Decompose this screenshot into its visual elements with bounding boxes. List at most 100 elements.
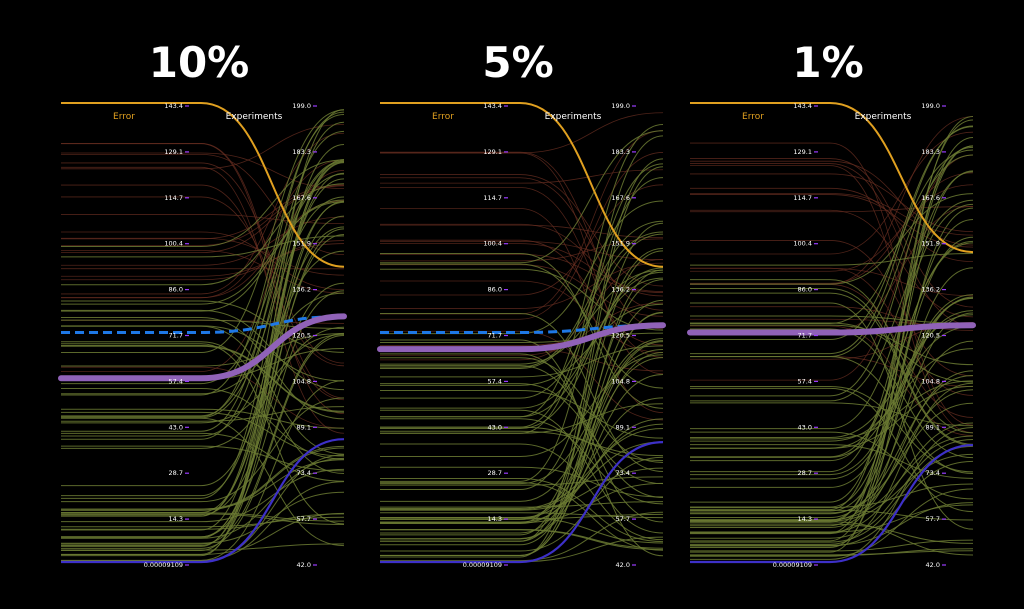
background-line [61,214,345,224]
experiment-line [61,113,345,396]
error-max-line [61,102,345,268]
experiment-line [690,119,974,511]
experiment-line [380,124,664,418]
experiment-line [61,468,345,523]
experiment-line [690,203,974,430]
background-line [61,184,345,240]
experiment-line [380,482,664,551]
experiment-line [690,550,974,556]
experiments-axis-label: Experiments [855,112,912,122]
experiment-line [61,228,345,551]
experiment-line [380,339,664,557]
error-tick-label: 28.7 [169,469,183,477]
experiment-line [380,501,664,508]
experiment-line [380,252,664,409]
experiments-tick-label: 151.9 [292,240,311,248]
error-tick-label: 86.0 [798,286,812,294]
experiment-line [690,115,974,534]
experiment-line [690,488,974,557]
error-tick-label: 100.4 [793,240,812,248]
error-tick-label: 57.4 [488,377,502,385]
error-tick-label: 114.7 [793,194,812,202]
experiment-line [690,302,974,530]
highlight-thick-line [58,313,347,382]
experiment-line [380,482,664,524]
error-axis-label: Error [742,112,764,122]
experiment-line [690,236,974,508]
background-line [380,177,664,311]
experiment-line [61,348,345,381]
experiment-line [690,356,974,475]
error-tick-label: 71.7 [169,332,183,340]
error-tick-label: 129.1 [793,148,812,156]
error-tick-label: 100.4 [164,240,183,248]
experiments-tick-label: 199.0 [292,102,311,110]
experiments-tick-label: 167.6 [921,194,940,202]
experiment-line [690,348,974,442]
experiment-line [690,375,974,515]
experiment-line [380,352,664,540]
experiment-line [690,296,974,512]
experiment-line [690,314,974,439]
experiment-line [690,328,974,459]
background-line [380,151,664,330]
experiments-tick-label: 199.0 [921,102,940,110]
experiment-line [380,418,664,505]
error-tick-label: 14.3 [488,515,502,523]
error-tick-label: 100.4 [483,240,502,248]
experiments-tick-label: 89.1 [616,423,630,431]
experiment-line [380,403,664,434]
experiment-line [380,357,664,463]
panel-title-3: 1% [792,38,864,87]
experiment-line [690,297,974,480]
experiment-line [380,166,664,558]
experiments-tick-label: 89.1 [297,423,311,431]
error-tick-label: 57.4 [798,377,812,385]
panel-2: Error Experiments 143.4 129.1 114.7 100.4 86.0… [377,102,666,569]
experiment-line [61,388,345,460]
error-tick-label: 86.0 [169,286,183,294]
lowest-error-line [61,438,345,564]
experiments-tick-label: 167.6 [292,194,311,202]
experiment-line [61,144,345,517]
background-line [61,159,345,299]
experiment-line [690,324,974,366]
experiment-line [380,467,664,511]
experiment-line [380,418,664,523]
error-max-line [380,102,664,268]
error-tick-label: 114.7 [483,194,502,202]
experiment-line [690,453,974,522]
experiments-tick-label: 89.1 [926,423,940,431]
background-line [690,267,974,297]
experiment-line [61,200,345,547]
experiment-lines [61,109,345,562]
background-line [380,112,664,154]
experiment-line [61,162,345,555]
experiments-tick-label: 120.5 [611,332,630,340]
panel-title-1: 10% [148,38,250,87]
experiment-line [380,313,664,472]
error-tick-label: 114.7 [164,194,183,202]
experiment-line [61,516,345,528]
background-line [690,173,974,233]
error-tick-label: 0.00009109 [463,561,502,569]
experiments-tick-label: 57.7 [616,515,630,523]
experiment-line [690,385,974,449]
experiment-line [61,121,345,499]
background-line [61,243,345,277]
experiment-line [690,504,974,533]
experiments-tick-label: 57.7 [297,515,311,523]
experiment-line [380,354,664,457]
experiment-line [380,130,664,264]
background-lines [690,116,974,436]
experiment-line [380,340,664,520]
experiment-line [690,539,974,552]
panel-3: Error Experiments 143.4 129.1 114.7 100.4 86.0… [687,102,976,569]
experiments-tick-label: 151.9 [611,240,630,248]
error-tick-label: 0.00009109 [144,561,183,569]
background-line [690,240,974,377]
experiment-line [61,130,345,432]
experiment-line [61,417,345,547]
experiments-tick-label: 57.7 [926,515,940,523]
